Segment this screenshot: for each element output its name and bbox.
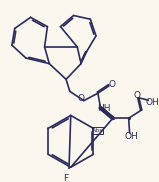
Text: OH: OH	[145, 98, 159, 107]
Text: F: F	[63, 174, 69, 182]
Text: OH: OH	[124, 132, 138, 141]
Text: O: O	[109, 80, 116, 89]
Text: NH: NH	[97, 104, 111, 112]
FancyBboxPatch shape	[93, 127, 103, 134]
Text: O: O	[77, 94, 84, 103]
Text: O: O	[134, 91, 141, 100]
Text: Abs: Abs	[92, 128, 104, 133]
